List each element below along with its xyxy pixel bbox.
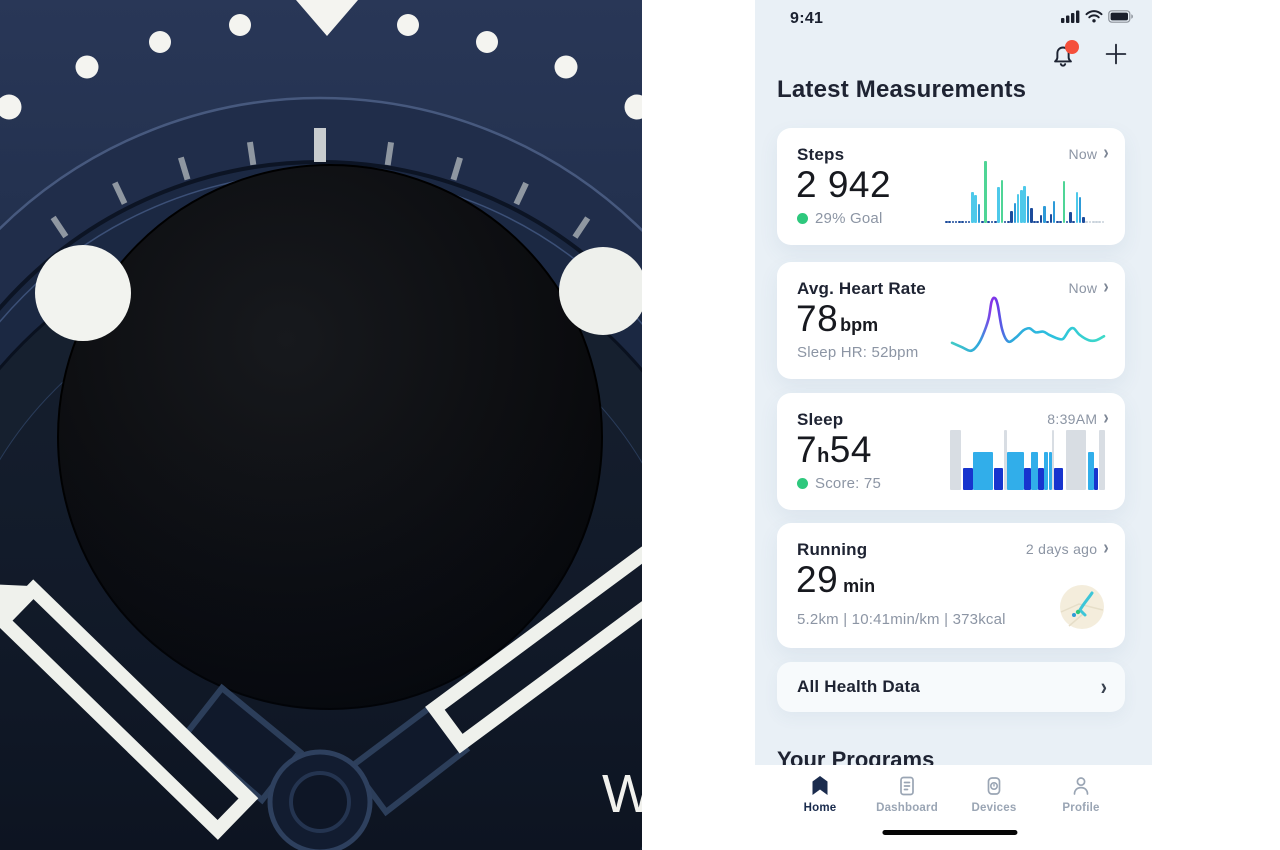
photo-vignette	[0, 0, 642, 850]
steps-title: Steps	[797, 145, 845, 164]
sleep-score: Score: 75	[797, 475, 881, 492]
tab-bar: Home Dashboard Devices	[755, 765, 1152, 850]
plus-icon	[1105, 43, 1127, 65]
battery-icon	[1108, 10, 1133, 23]
watch-photo: W	[0, 0, 642, 850]
phone-screen: 9:41	[755, 0, 1152, 850]
route-map-thumbnail	[1060, 585, 1104, 629]
chevron-right-icon: ›	[1103, 276, 1109, 298]
sleep-card[interactable]: Sleep 7h54 Score: 75 8:39AM ›	[777, 393, 1125, 510]
steps-bar-chart	[945, 161, 1105, 223]
watch-device-icon	[987, 777, 1001, 795]
home-indicator[interactable]	[881, 829, 1017, 835]
chevron-right-icon: ›	[1103, 537, 1109, 559]
sleep-value: 7h54	[796, 429, 872, 470]
steps-card[interactable]: Steps 2 942 29% Goal Now ›	[777, 128, 1125, 245]
running-value: 29 min	[796, 559, 876, 600]
profile-icon	[1073, 777, 1089, 795]
sleep-hr-subtitle: Sleep HR: 52bpm	[797, 344, 919, 361]
notification-badge	[1065, 39, 1079, 54]
heart-rate-title: Avg. Heart Rate	[797, 279, 926, 298]
heart-rate-value: 78 bpm	[796, 298, 879, 339]
status-time: 9:41	[790, 10, 824, 27]
chevron-right-icon: ›	[1103, 142, 1109, 164]
score-status-dot	[797, 478, 808, 489]
steps-value: 2 942	[796, 164, 892, 205]
running-card[interactable]: Running 29 min 5.2km | 10:41min/km | 373k…	[777, 523, 1125, 648]
steps-goal: 29% Goal	[797, 210, 882, 227]
home-icon	[812, 776, 828, 795]
minute-hand	[0, 579, 259, 840]
brand-logo-letter: W	[602, 764, 642, 824]
tab-dashboard[interactable]: Dashboard	[872, 774, 942, 814]
running-stats: 5.2km | 10:41min/km | 373kcal	[797, 611, 1006, 628]
tab-devices[interactable]: Devices	[959, 774, 1029, 814]
wifi-icon	[1085, 10, 1103, 23]
run-route-line	[1078, 591, 1094, 617]
chevron-right-icon: ›	[1103, 407, 1109, 429]
watch-hands	[0, 526, 642, 840]
watch-photo-art: W	[0, 0, 642, 850]
all-health-data-button[interactable]: All Health Data ›	[777, 662, 1125, 712]
sleep-title: Sleep	[797, 410, 844, 429]
cellular-signal-icon	[1061, 10, 1080, 23]
hour-hand	[425, 526, 642, 754]
status-icons	[1061, 10, 1134, 23]
header-actions	[1050, 39, 1130, 73]
goal-status-dot	[797, 213, 808, 224]
dashboard-icon	[900, 776, 914, 796]
running-title: Running	[797, 540, 868, 559]
tab-home[interactable]: Home	[785, 774, 855, 814]
running-timestamp[interactable]: 2 days ago ›	[1025, 537, 1109, 559]
page-title: Latest Measurements	[777, 76, 1027, 103]
hand-skeleton-links	[181, 683, 471, 850]
heart-rate-line-chart	[950, 296, 1106, 353]
steps-timestamp[interactable]: Now ›	[1068, 142, 1109, 164]
notifications-button[interactable]	[1050, 39, 1079, 70]
add-button[interactable]	[1102, 40, 1130, 73]
sleep-timestamp[interactable]: 8:39AM ›	[1047, 407, 1109, 429]
heart-rate-timestamp[interactable]: Now ›	[1068, 276, 1109, 298]
heart-rate-card[interactable]: Avg. Heart Rate 78 bpm Sleep HR: 52bpm No…	[777, 262, 1125, 379]
status-bar: 9:41	[755, 0, 1152, 36]
sleep-hypnogram-chart	[948, 430, 1105, 490]
tab-profile[interactable]: Profile	[1046, 774, 1116, 814]
chevron-right-icon: ›	[1100, 673, 1107, 701]
